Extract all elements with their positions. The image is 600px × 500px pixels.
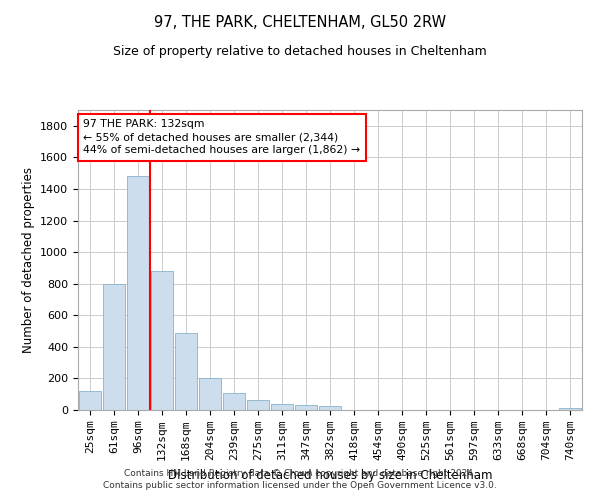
Y-axis label: Number of detached properties: Number of detached properties [22, 167, 35, 353]
Text: 97, THE PARK, CHELTENHAM, GL50 2RW: 97, THE PARK, CHELTENHAM, GL50 2RW [154, 15, 446, 30]
Bar [559, 408, 581, 410]
Bar [79, 391, 101, 410]
Bar [103, 284, 125, 410]
Bar [151, 271, 173, 410]
Bar [295, 406, 317, 410]
Bar [247, 400, 269, 410]
Text: Size of property relative to detached houses in Cheltenham: Size of property relative to detached ho… [113, 45, 487, 58]
Bar [223, 394, 245, 410]
Bar [199, 378, 221, 410]
Bar [319, 406, 341, 410]
Bar [271, 404, 293, 410]
Text: Contains HM Land Registry data © Crown copyright and database right 2024.
Contai: Contains HM Land Registry data © Crown c… [103, 469, 497, 490]
Bar [127, 176, 149, 410]
Text: 97 THE PARK: 132sqm
← 55% of detached houses are smaller (2,344)
44% of semi-det: 97 THE PARK: 132sqm ← 55% of detached ho… [83, 119, 360, 156]
Bar [175, 332, 197, 410]
X-axis label: Distribution of detached houses by size in Cheltenham: Distribution of detached houses by size … [168, 468, 492, 481]
